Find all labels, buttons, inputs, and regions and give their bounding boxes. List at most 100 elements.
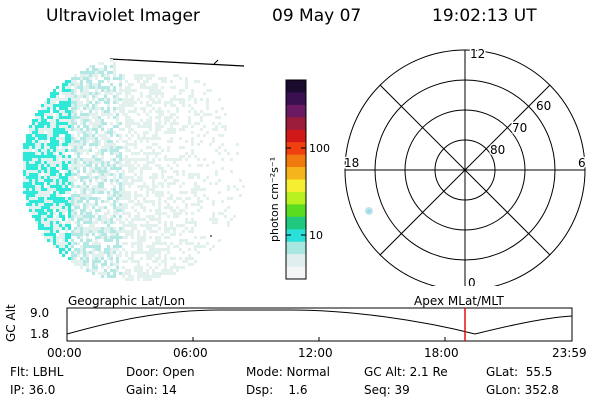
- emission-pixel: [131, 158, 134, 161]
- emission-pixel: [98, 248, 101, 251]
- emission-pixel: [50, 218, 53, 221]
- emission-pixel: [77, 185, 80, 188]
- emission-pixel: [68, 158, 71, 161]
- emission-pixel: [155, 251, 158, 254]
- emission-pixel: [68, 134, 71, 137]
- emission-pixel: [53, 107, 56, 110]
- emission-pixel: [182, 182, 185, 185]
- emission-pixel: [200, 200, 203, 203]
- emission-pixel: [23, 182, 26, 185]
- emission-pixel: [173, 122, 176, 125]
- emission-pixel: [59, 188, 62, 191]
- emission-pixel: [143, 122, 146, 125]
- emission-pixel: [149, 227, 152, 230]
- emission-pixel: [119, 173, 122, 176]
- emission-pixel: [101, 68, 104, 71]
- emission-pixel: [137, 230, 140, 233]
- emission-pixel: [107, 149, 110, 152]
- emission-pixel: [152, 245, 155, 248]
- emission-pixel: [152, 248, 155, 251]
- emission-pixel: [167, 245, 170, 248]
- emission-pixel: [32, 197, 35, 200]
- emission-pixel: [140, 242, 143, 245]
- emission-pixel: [158, 242, 161, 245]
- emission-pixel: [50, 185, 53, 188]
- emission-pixel: [83, 119, 86, 122]
- emission-pixel: [125, 278, 128, 281]
- mlt-label-12: 12: [470, 47, 485, 61]
- emission-pixel: [32, 164, 35, 167]
- emission-pixel: [200, 128, 203, 131]
- emission-pixel: [125, 80, 128, 83]
- emission-pixel: [119, 146, 122, 149]
- limb-line: [109, 58, 245, 67]
- emission-pixel: [173, 95, 176, 98]
- emission-pixel: [206, 104, 209, 107]
- emission-pixel: [41, 215, 44, 218]
- emission-pixel: [92, 191, 95, 194]
- emission-pixel: [41, 137, 44, 140]
- emission-pixel: [89, 107, 92, 110]
- emission-pixel: [143, 224, 146, 227]
- emission-pixel: [56, 158, 59, 161]
- emission-pixel: [53, 95, 56, 98]
- emission-pixel: [161, 110, 164, 113]
- emission-pixel: [83, 188, 86, 191]
- emission-pixel: [113, 269, 116, 272]
- emission-pixel: [107, 131, 110, 134]
- emission-pixel: [50, 113, 53, 116]
- emission-pixel: [83, 86, 86, 89]
- emission-pixel: [137, 275, 140, 278]
- emission-pixel: [26, 167, 29, 170]
- emission-pixel: [38, 206, 41, 209]
- emission-pixel: [47, 137, 50, 140]
- emission-pixel: [38, 209, 41, 212]
- emission-pixel: [131, 200, 134, 203]
- emission-pixel: [32, 161, 35, 164]
- emission-pixel: [86, 260, 89, 263]
- emission-pixel: [149, 110, 152, 113]
- emission-pixel: [152, 149, 155, 152]
- emission-pixel: [44, 137, 47, 140]
- emission-pixel: [107, 113, 110, 116]
- emission-pixel: [104, 221, 107, 224]
- emission-pixel: [236, 143, 239, 146]
- emission-pixel: [98, 119, 101, 122]
- emission-pixel: [65, 161, 68, 164]
- emission-pixel: [194, 122, 197, 125]
- emission-pixel: [47, 170, 50, 173]
- emission-pixel: [137, 113, 140, 116]
- emission-pixel: [161, 149, 164, 152]
- emission-pixel: [110, 251, 113, 254]
- emission-pixel: [35, 191, 38, 194]
- emission-pixel: [74, 146, 77, 149]
- emission-pixel: [86, 134, 89, 137]
- emission-pixel: [188, 254, 191, 257]
- emission-pixel: [56, 110, 59, 113]
- status-door: Door: Open: [126, 365, 195, 379]
- emission-pixel: [83, 179, 86, 182]
- emission-pixel: [35, 167, 38, 170]
- emission-pixel: [140, 167, 143, 170]
- uv-emission-pixels: [23, 59, 245, 281]
- emission-pixel: [92, 269, 95, 272]
- emission-pixel: [38, 158, 41, 161]
- emission-pixel: [209, 113, 212, 116]
- emission-pixel: [77, 236, 80, 239]
- emission-pixel: [167, 149, 170, 152]
- emission-pixel: [83, 164, 86, 167]
- emission-pixel: [125, 113, 128, 116]
- emission-pixel: [35, 218, 38, 221]
- emission-pixel: [131, 221, 134, 224]
- emission-pixel: [149, 92, 152, 95]
- emission-pixel: [47, 125, 50, 128]
- emission-pixel: [50, 233, 53, 236]
- emission-pixel: [152, 185, 155, 188]
- emission-pixel: [62, 140, 65, 143]
- emission-pixel: [128, 149, 131, 152]
- color-scale-band: [286, 154, 306, 168]
- emission-pixel: [65, 182, 68, 185]
- emission-pixel: [140, 83, 143, 86]
- emission-pixel: [62, 161, 65, 164]
- emission-pixel: [71, 98, 74, 101]
